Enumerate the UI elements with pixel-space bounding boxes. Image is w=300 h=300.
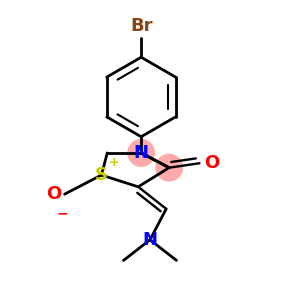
Text: N: N xyxy=(142,231,158,249)
Text: N: N xyxy=(134,144,149,162)
Circle shape xyxy=(128,140,154,166)
Text: O: O xyxy=(46,185,62,203)
Text: +: + xyxy=(109,155,119,169)
Text: S: S xyxy=(95,166,108,184)
Text: O: O xyxy=(204,154,219,172)
Text: Br: Br xyxy=(130,17,152,35)
Text: −: − xyxy=(56,206,68,220)
Circle shape xyxy=(156,154,182,181)
